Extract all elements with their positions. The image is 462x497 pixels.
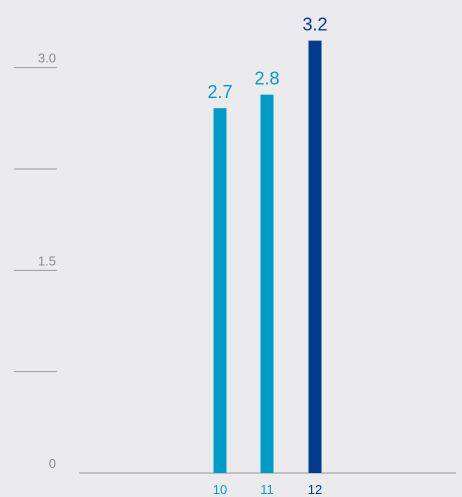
category-label-10: 10 xyxy=(213,482,227,497)
bar-11 xyxy=(260,94,274,473)
value-label-10: 2.7 xyxy=(207,82,232,102)
bar-12 xyxy=(308,40,322,474)
y-axis: 0 1.5 3.0 xyxy=(14,51,57,471)
value-labels: 2.7 2.8 3.2 xyxy=(207,15,327,103)
y-tick-label: 0 xyxy=(49,456,56,471)
category-label-12: 12 xyxy=(308,482,322,497)
y-tick-label: 3.0 xyxy=(38,51,56,66)
category-labels: 10 11 12 xyxy=(213,482,322,497)
category-label-11: 11 xyxy=(260,482,274,497)
bar-10 xyxy=(213,108,227,473)
value-label-11: 2.8 xyxy=(254,69,279,89)
bars xyxy=(213,40,322,474)
y-tick-label: 1.5 xyxy=(38,253,56,268)
value-label-12: 3.2 xyxy=(302,15,327,35)
